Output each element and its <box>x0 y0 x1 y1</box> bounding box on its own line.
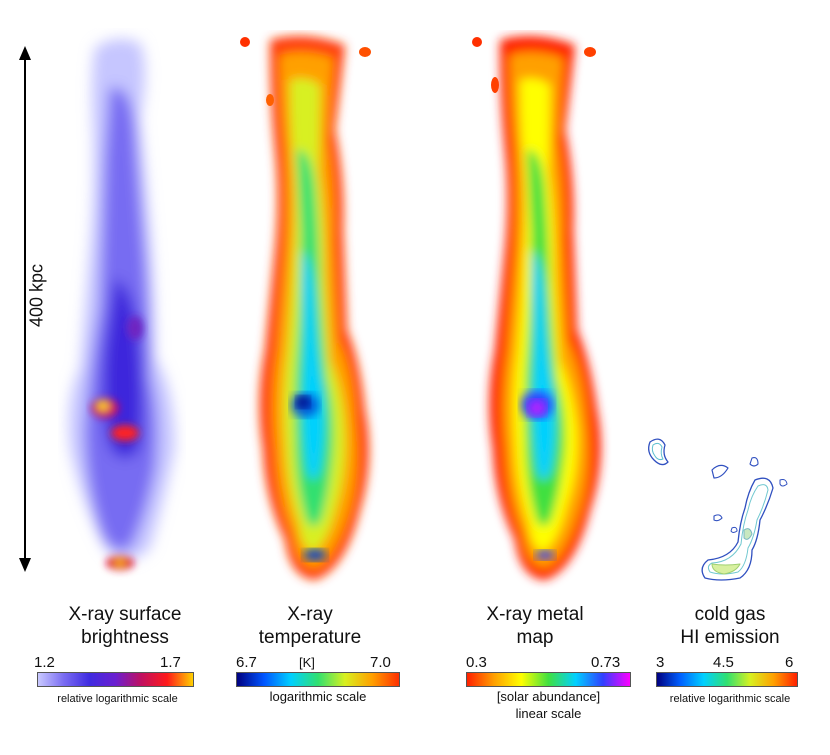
panel-title-hi: cold gas HI emission <box>680 604 780 648</box>
scale-bar-label: 400 kpc <box>26 240 48 351</box>
colorbar-brightness <box>37 672 194 687</box>
colorbar-mid-hi: 4.5 <box>713 654 734 671</box>
colorbar-note-metal: [solar abundance] <box>496 689 601 704</box>
arrow-up-icon <box>19 46 31 60</box>
colorbar-unit-temperature: [K] <box>299 655 315 670</box>
colorbar-max-temperature: 7.0 <box>370 654 391 671</box>
colorbar-temperature <box>236 672 400 687</box>
colorbar-note-temperature: logarithmic scale <box>269 689 367 704</box>
hi-emission-contours <box>648 438 788 581</box>
colorbar-min-metal: 0.3 <box>466 654 487 671</box>
colorbar-max-brightness: 1.7 <box>160 654 181 671</box>
xray-temperature-map <box>240 36 371 580</box>
colorbar-hi <box>656 672 798 687</box>
panel-title-brightness: X-ray surface brightness <box>68 604 182 648</box>
xray-brightness-map <box>68 39 175 570</box>
colorbar-note-hi: relative logarithmic scale <box>669 693 791 705</box>
colorbar-max-metal: 0.73 <box>591 654 621 671</box>
panel-title-metal: X-ray metal map <box>486 604 584 648</box>
colorbar-min-hi: 3 <box>656 654 665 671</box>
arrow-down-icon <box>19 558 31 572</box>
panel-title-temperature: X-ray temperature <box>258 604 362 648</box>
colorbar-max-hi: 6 <box>785 654 794 671</box>
colorbar-min-temperature: 6.7 <box>236 654 257 671</box>
xray-metal-map <box>472 36 601 580</box>
scale-bar <box>19 46 31 572</box>
colorbar-min-brightness: 1.2 <box>34 654 55 671</box>
colorbar-metal <box>466 672 631 687</box>
colorbar-note2-metal: linear scale <box>515 706 582 721</box>
colorbar-note-brightness: relative logarithmic scale <box>57 693 178 705</box>
